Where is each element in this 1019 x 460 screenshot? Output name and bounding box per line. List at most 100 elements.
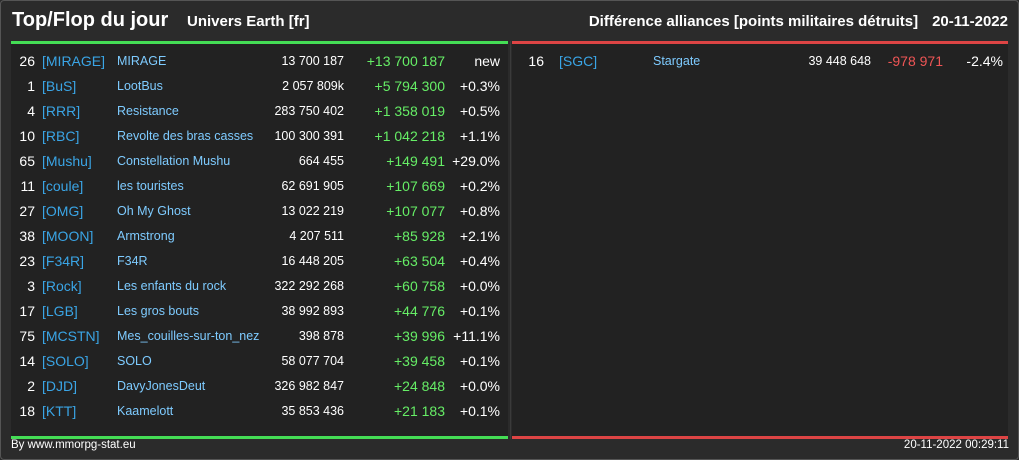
percent-cell: +0.2% bbox=[459, 178, 500, 194]
rank-cell: 65 bbox=[19, 153, 35, 169]
alliance-tag-link[interactable]: [SGC] bbox=[559, 53, 598, 69]
alliance-name-link[interactable]: les touristes bbox=[117, 179, 184, 193]
table-row: 16 [SGC] Stargate 39 448 648 -978 971 -2.4% bbox=[512, 49, 1008, 74]
points-cell: 322 292 268 bbox=[274, 279, 344, 293]
alliance-tag-link[interactable]: [OMG] bbox=[42, 203, 84, 219]
rank-cell: 17 bbox=[19, 303, 35, 319]
alliance-name-link[interactable]: Les enfants du rock bbox=[117, 279, 227, 293]
panel-divider bbox=[510, 41, 511, 439]
difference-cell: +85 928 bbox=[394, 228, 445, 244]
alliance-name-link[interactable]: Revolte des bras casses bbox=[117, 129, 254, 143]
points-cell: 2 057 809k bbox=[282, 79, 344, 93]
difference-cell: +1 358 019 bbox=[374, 103, 445, 119]
alliance-name-link[interactable]: LootBus bbox=[117, 79, 163, 93]
alliance-tag-link[interactable]: [Mushu] bbox=[42, 153, 92, 169]
percent-cell: -2.4% bbox=[966, 53, 1003, 69]
difference-cell: +13 700 187 bbox=[366, 53, 445, 69]
alliance-name-link[interactable]: SOLO bbox=[117, 354, 152, 368]
table-row: 27 [OMG] Oh My Ghost 13 022 219 +107 077 +0.8… bbox=[11, 199, 508, 224]
difference-cell: +63 504 bbox=[394, 253, 445, 269]
alliance-name-link[interactable]: Les gros bouts bbox=[117, 304, 199, 318]
alliance-tag-link[interactable]: [coule] bbox=[42, 178, 84, 194]
table-row: 18 [KTT] Kaamelott 35 853 436 +21 183 +0.1% bbox=[11, 399, 508, 424]
alliance-tag-link[interactable]: [RBC] bbox=[42, 128, 80, 144]
alliance-tag-link[interactable]: [DJD] bbox=[42, 378, 77, 394]
alliance-tag-link[interactable]: [SOLO] bbox=[42, 353, 89, 369]
difference-cell: +60 758 bbox=[394, 278, 445, 294]
percent-cell: +0.4% bbox=[459, 253, 500, 269]
percent-cell: +1.1% bbox=[459, 128, 500, 144]
table-row: 4 [RRR] Resistance 283 750 402 +1 358 019 +0.… bbox=[11, 99, 508, 124]
difference-cell: +1 042 218 bbox=[374, 128, 445, 144]
percent-cell: +0.0% bbox=[459, 378, 500, 394]
rank-cell: 4 bbox=[27, 103, 35, 119]
alliance-name-link[interactable]: MIRAGE bbox=[117, 54, 167, 68]
alliance-tag-link[interactable]: [MOON] bbox=[42, 228, 94, 244]
universe-subtitle: Univers Earth [fr] bbox=[187, 13, 310, 30]
alliance-tag-link[interactable]: [MCSTN] bbox=[42, 328, 100, 344]
difference-cell: +24 848 bbox=[394, 378, 445, 394]
table-row: 11 [coule] les touristes 62 691 905 +107 669… bbox=[11, 174, 508, 199]
percent-cell: +0.3% bbox=[459, 78, 500, 94]
alliance-name-link[interactable]: Stargate bbox=[653, 54, 701, 68]
alliance-name-link[interactable]: Kaamelott bbox=[117, 404, 174, 418]
points-cell: 58 077 704 bbox=[281, 354, 344, 368]
alliance-tag-link[interactable]: [KTT] bbox=[42, 403, 77, 419]
rank-cell: 23 bbox=[19, 253, 35, 269]
table-row: 26 [MIRAGE] MIRAGE 13 700 187 +13 700 187 new bbox=[11, 49, 508, 74]
rank-cell: 2 bbox=[27, 378, 35, 394]
rank-cell: 1 bbox=[27, 78, 35, 94]
rank-cell: 11 bbox=[20, 178, 35, 194]
percent-cell: +29.0% bbox=[452, 153, 500, 169]
points-cell: 398 878 bbox=[298, 329, 344, 343]
rank-cell: 27 bbox=[19, 203, 35, 219]
difference-cell: +39 458 bbox=[394, 353, 445, 369]
percent-cell: +11.1% bbox=[453, 328, 500, 344]
alliance-name-link[interactable]: Oh My Ghost bbox=[117, 204, 191, 218]
alliance-tag-link[interactable]: [MIRAGE] bbox=[42, 53, 106, 69]
points-cell: 100 300 391 bbox=[274, 129, 344, 143]
table-row: 2 [DJD] DavyJonesDeut 326 982 847 +24 848 +0.… bbox=[11, 374, 508, 399]
difference-cell: -978 971 bbox=[887, 53, 943, 69]
percent-cell: +0.1% bbox=[459, 353, 500, 369]
difference-cell: +149 491 bbox=[386, 153, 445, 169]
rank-cell: 38 bbox=[19, 228, 35, 244]
table-row: 38 [MOON] Armstrong 4 207 511 +85 928 +2.1% bbox=[11, 224, 508, 249]
percent-cell: +2.1% bbox=[459, 228, 500, 244]
ranking-description: Différence alliances [points militaires … bbox=[589, 13, 1008, 30]
footer-timestamp: 20-11-2022 00:29:11 bbox=[903, 439, 1009, 451]
rank-cell: 14 bbox=[19, 353, 35, 369]
header-date: 20-11-2022 bbox=[932, 13, 1008, 30]
rank-cell: 16 bbox=[528, 53, 544, 69]
difference-cell: +39 996 bbox=[394, 328, 445, 344]
alliance-tag-link[interactable]: [BuS] bbox=[42, 78, 77, 94]
alliance-name-link[interactable]: F34R bbox=[117, 254, 148, 268]
table-row: 17 [LGB] Les gros bouts 38 992 893 +44 776 +0… bbox=[11, 299, 508, 324]
alliance-name-link[interactable]: Armstrong bbox=[117, 229, 175, 243]
alliance-name-link[interactable]: Resistance bbox=[117, 104, 179, 118]
alliance-tag-link[interactable]: [RRR] bbox=[42, 103, 81, 119]
alliance-name-link[interactable]: Constellation Mushu bbox=[117, 154, 231, 168]
percent-cell: new bbox=[474, 53, 500, 69]
alliance-tag-link[interactable]: [LGB] bbox=[42, 303, 78, 319]
table-row: 14 [SOLO] SOLO 58 077 704 +39 458 +0.1% bbox=[11, 349, 508, 374]
table-row: 75 [MCSTN] Mes_couilles-sur-ton_nez 398 878… bbox=[11, 324, 508, 349]
alliance-name-link[interactable]: Mes_couilles-sur-ton_nez bbox=[117, 329, 260, 343]
alliance-name-link[interactable]: DavyJonesDeut bbox=[117, 379, 206, 393]
points-cell: 326 982 847 bbox=[274, 379, 344, 393]
table-row: 23 [F34R] F34R 16 448 205 +63 504 +0.4% bbox=[11, 249, 508, 274]
percent-cell: +0.1% bbox=[459, 303, 500, 319]
difference-cell: +21 183 bbox=[394, 403, 445, 419]
points-cell: 283 750 402 bbox=[274, 104, 344, 118]
points-cell: 13 022 219 bbox=[281, 204, 344, 218]
alliance-tag-link[interactable]: [F34R] bbox=[42, 253, 85, 269]
alliance-tag-link[interactable]: [Rock] bbox=[42, 278, 82, 294]
table-row: 65 [Mushu] Constellation Mushu 664 455 +149 … bbox=[11, 149, 508, 174]
difference-cell: +5 794 300 bbox=[374, 78, 445, 94]
difference-cell: +44 776 bbox=[394, 303, 445, 319]
rank-cell: 26 bbox=[19, 53, 35, 69]
difference-cell: +107 669 bbox=[386, 178, 445, 194]
table-row: 1 [BuS] LootBus 2 057 809k +5 794 300 +0.3% bbox=[11, 74, 508, 99]
percent-cell: +0.1% bbox=[459, 403, 500, 419]
points-cell: 16 448 205 bbox=[281, 254, 344, 268]
